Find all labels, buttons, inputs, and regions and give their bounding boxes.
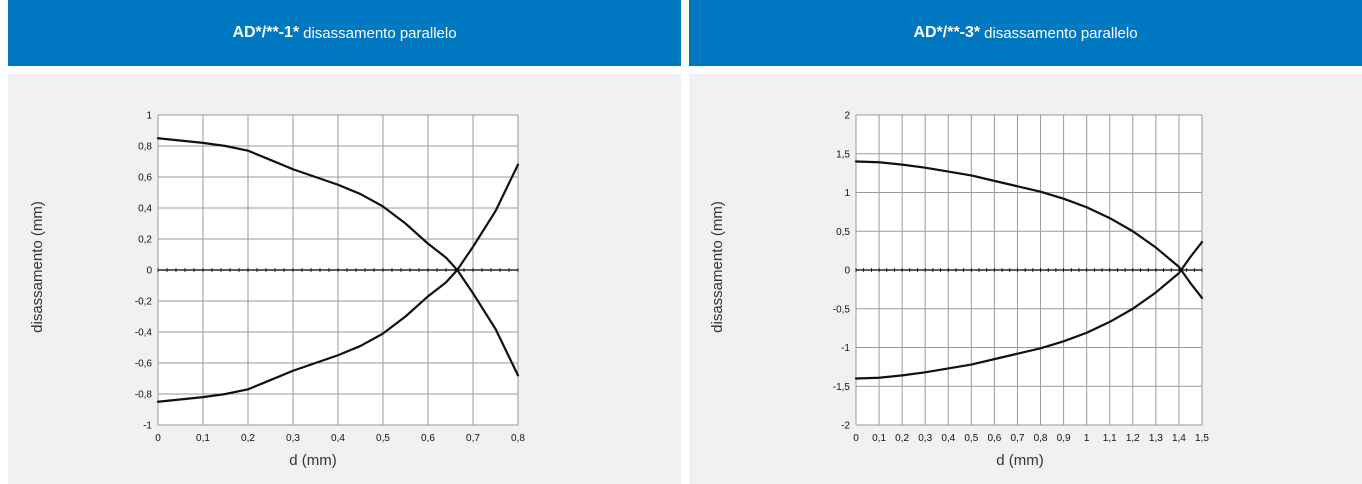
x-tick-label: 0,6 xyxy=(987,433,1001,444)
y-tick-label: -2 xyxy=(841,421,850,432)
y-tick-label: -0,5 xyxy=(833,304,851,315)
y-tick-label: -0,2 xyxy=(135,297,153,308)
x-tick-label: 0,8 xyxy=(1034,433,1048,444)
x-tick-label: 0,7 xyxy=(466,433,480,444)
y-tick-label: 1 xyxy=(146,111,152,122)
y-tick-label: 0,4 xyxy=(138,204,152,215)
x-axis-label: d (mm) xyxy=(996,452,1044,469)
x-tick-label: 0,2 xyxy=(241,433,255,444)
x-tick-label: 0,5 xyxy=(376,433,390,444)
y-tick-label: -1 xyxy=(841,343,850,354)
x-tick-label: 0,4 xyxy=(941,433,955,444)
y-tick-label: 0,5 xyxy=(836,227,850,238)
chart-header: AD*/**-3* disassamento parallelo xyxy=(689,0,1362,66)
x-tick-label: 0 xyxy=(853,433,859,444)
y-tick-label: 0,2 xyxy=(138,235,152,246)
y-tick-label: 0 xyxy=(844,266,850,277)
x-tick-label: 1,5 xyxy=(1195,433,1209,444)
chart-panel-left: AD*/**-1* disassamento parallelo 0 0,1 0,2… xyxy=(8,0,681,484)
x-tick-label: 0,3 xyxy=(918,433,932,444)
y-tick-label: 0,6 xyxy=(138,173,152,184)
line-chart: 0 0,1 0,2 0,3 0,4 0,5 0,6 0,7 0,8 0,9 1 1,1 1,2 1,3 1,… xyxy=(709,111,1209,470)
x-tick-label: 0,8 xyxy=(511,433,525,444)
x-tick-label: 1,4 xyxy=(1172,433,1186,444)
y-axis-label: disassamento (mm) xyxy=(29,201,46,333)
x-tick-label: 0,7 xyxy=(1011,433,1025,444)
x-tick-label: 0,5 xyxy=(964,433,978,444)
chart-title: AD*/**-3* xyxy=(913,24,981,41)
series-line xyxy=(854,160,1204,299)
x-tick-label: 0,2 xyxy=(895,433,909,444)
x-tick-label: 1,1 xyxy=(1103,433,1117,444)
line-chart: 0 0,1 0,2 0,3 0,4 0,5 0,6 0,7 0,810,80,60,40,20-… xyxy=(29,111,525,470)
y-tick-label: 0,8 xyxy=(138,142,152,153)
x-tick-label: 1,2 xyxy=(1126,433,1140,444)
x-tick-label: 0,6 xyxy=(421,433,435,444)
chart-panel-right: AD*/**-3* disassamento parallelo 0 0,1 0,2… xyxy=(689,0,1362,484)
x-tick-label: 0 xyxy=(155,433,161,444)
series-line xyxy=(156,163,520,403)
chart-title: AD*/**-1* xyxy=(232,24,300,41)
chart-header: AD*/**-1* disassamento parallelo xyxy=(8,0,681,66)
series-line xyxy=(156,137,520,377)
y-tick-label: -1,5 xyxy=(833,382,851,393)
y-tick-label: -0,8 xyxy=(135,390,153,401)
series-line xyxy=(854,241,1204,380)
x-tick-label: 0,4 xyxy=(331,433,345,444)
y-tick-label: 2 xyxy=(844,111,850,122)
x-tick-label: 1 xyxy=(1084,433,1090,444)
chart-subtitle: disassamento parallelo xyxy=(984,24,1138,42)
y-tick-label: -0,6 xyxy=(135,359,153,370)
x-tick-label: 0,1 xyxy=(196,433,210,444)
y-tick-label: 1 xyxy=(844,188,850,199)
y-tick-label: -0,4 xyxy=(135,328,153,339)
y-axis-label: disassamento (mm) xyxy=(709,201,726,333)
x-tick-label: 0,9 xyxy=(1057,433,1071,444)
chart-area: 0 0,1 0,2 0,3 0,4 0,5 0,6 0,7 0,8 1 0,8 0,6 0,4 0,2 0-… xyxy=(8,74,681,484)
y-tick-label: -1 xyxy=(143,421,152,432)
y-tick-label: 1,5 xyxy=(836,149,850,160)
x-axis-label: d (mm) xyxy=(289,452,337,469)
x-tick-label: 1,3 xyxy=(1149,433,1163,444)
x-tick-label: 0,1 xyxy=(872,433,886,444)
x-tick-label: 0,3 xyxy=(286,433,300,444)
chart-subtitle: disassamento parallelo xyxy=(303,24,457,42)
chart-area: 0 0,1 0,2 0,3 0,4 0,5 0,6 0,7 0,8 0,9 1 1,1 1,2 1,3 1,… xyxy=(689,74,1362,484)
y-tick-label: 0 xyxy=(146,266,152,277)
